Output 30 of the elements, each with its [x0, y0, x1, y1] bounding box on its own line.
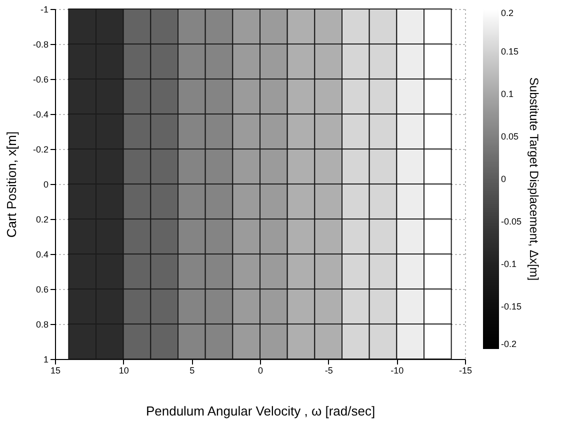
color-bar-label: 0.1	[501, 89, 514, 99]
y-tick-label: 1	[43, 354, 48, 364]
color-bar-label: 0	[501, 174, 506, 184]
color-bar-title: Substitute Target Displacement, Δx[m]	[527, 77, 541, 281]
y-tick-label: 0.2	[36, 214, 48, 224]
y-tick-label: 0.4	[36, 250, 48, 260]
y-tick-label: 0.6	[36, 284, 48, 294]
y-tick-label: -0.2	[32, 144, 48, 154]
y-tick-label: 0.8	[36, 320, 48, 330]
color-bar-label: -0.1	[501, 259, 517, 269]
y-tick-label: -0.6	[32, 74, 48, 84]
color-bar-label: 0.2	[501, 8, 514, 18]
x-tick-label: -15	[458, 366, 472, 376]
y-tick-label: -1	[40, 4, 48, 14]
x-axis-title: Pendulum Angular Velocity , ω [rad/sec]	[146, 404, 376, 418]
x-tick-label: -5	[324, 366, 333, 376]
x-tick-label: 10	[118, 366, 129, 376]
x-tick-label: 0	[258, 366, 264, 376]
y-tick-label: 0	[43, 180, 48, 190]
color-bar-label: -0.2	[501, 339, 517, 349]
color-bar-label: -0.15	[501, 302, 522, 312]
x-tick-label: 15	[50, 366, 61, 376]
y-axis-title: Cart Position, x[m]	[4, 131, 19, 238]
x-tick-label: 5	[190, 366, 195, 376]
y-tick-label: -0.8	[32, 40, 48, 50]
color-bar-label: 0.15	[501, 46, 519, 56]
color-bar-label: 0.05	[501, 132, 519, 142]
color-bar-label: -0.05	[501, 216, 522, 226]
y-tick-label: -0.4	[32, 110, 48, 120]
x-tick-label: -10	[390, 366, 404, 376]
